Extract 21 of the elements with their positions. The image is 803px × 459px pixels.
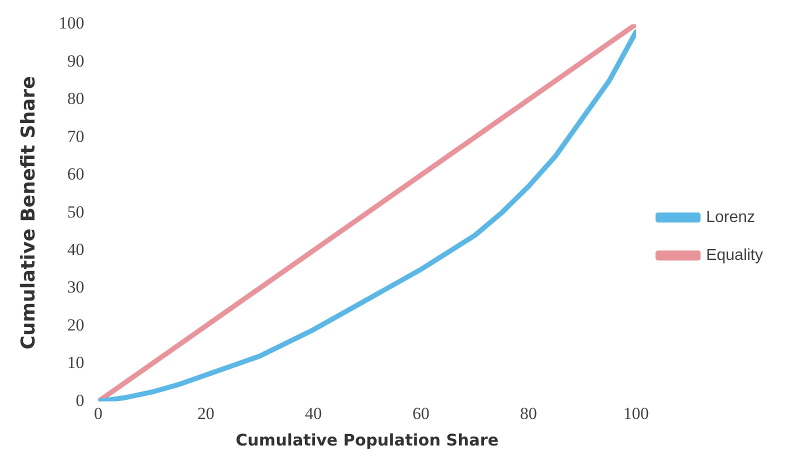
y-tick-label: 10 <box>67 353 84 372</box>
y-axis-title: Cumulative Benefit Share <box>17 76 40 350</box>
x-axis-title: Cumulative Population Share <box>236 430 499 450</box>
y-tick-label: 80 <box>67 89 84 108</box>
x-tick-label: 0 <box>94 404 103 424</box>
y-tick-label: 0 <box>76 390 84 410</box>
x-tick-label: 40 <box>304 404 322 424</box>
legend-label: Equality <box>706 246 763 264</box>
x-tick-label: 60 <box>412 404 430 424</box>
y-tick-label: 40 <box>67 240 84 259</box>
x-tick-label: 80 <box>520 404 538 424</box>
legend-label: Lorenz <box>706 208 755 226</box>
y-tick-label: 90 <box>67 51 84 70</box>
y-tick-label: 60 <box>67 164 84 184</box>
x-tick-label: 20 <box>197 404 214 424</box>
x-tick-label: 100 <box>623 404 649 424</box>
y-tick-label: 50 <box>67 202 84 222</box>
y-tick-label: 100 <box>58 14 84 33</box>
y-tick-label: 30 <box>67 278 84 297</box>
y-tick-label: 20 <box>67 315 84 334</box>
y-tick-label: 70 <box>67 126 84 146</box>
